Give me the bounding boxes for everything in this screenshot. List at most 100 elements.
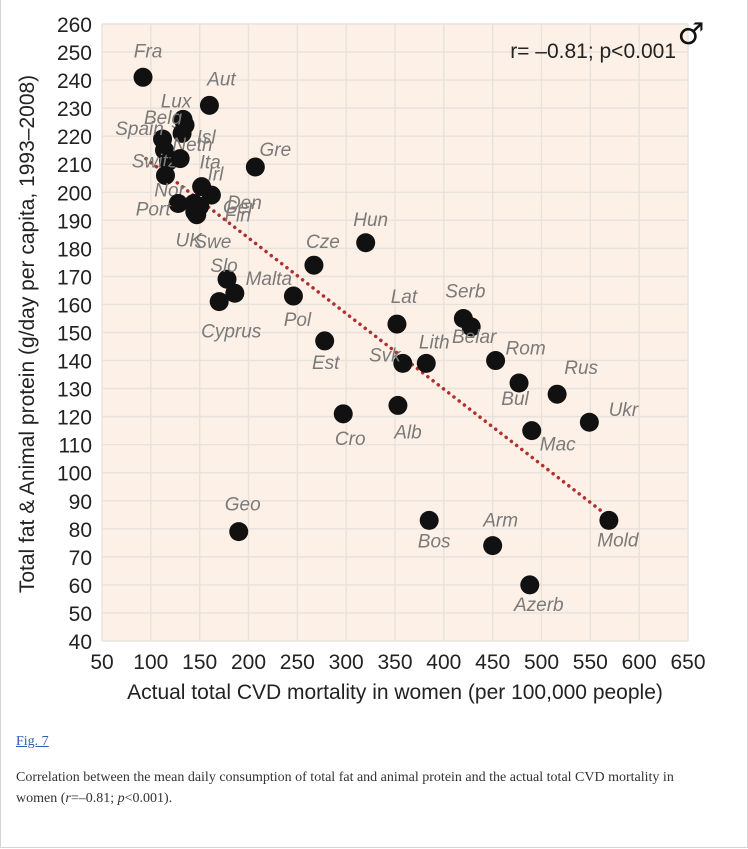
caption-text-mid: =–0.81;: [70, 791, 118, 806]
point-label: Lux: [161, 91, 193, 112]
data-point: [172, 123, 192, 143]
x-tick-label: 250: [280, 651, 315, 674]
y-tick-label: 100: [57, 463, 92, 486]
data-point: [199, 95, 219, 115]
data-point: [333, 404, 353, 424]
caption-text-end: <0.001).: [124, 791, 173, 806]
data-point: [547, 384, 567, 404]
point-label: Lith: [419, 332, 450, 353]
x-tick-label: 50: [90, 651, 113, 674]
data-point: [170, 149, 190, 169]
x-tick-label: 350: [377, 651, 412, 674]
data-point: [201, 185, 221, 205]
x-tick-label: 650: [670, 651, 705, 674]
x-tick-label: 400: [426, 651, 461, 674]
point-label: Ita: [200, 153, 221, 174]
x-tick-label: 550: [573, 651, 608, 674]
point-label: Isl: [197, 127, 217, 148]
point-label: Azerb: [513, 595, 564, 616]
y-tick-label: 210: [57, 154, 92, 177]
point-label: Ger: [223, 197, 255, 218]
y-tick-label: 230: [57, 98, 92, 121]
y-tick-label: 190: [57, 210, 92, 233]
male-symbol-icon: ♂: [678, 17, 705, 52]
point-label: Rus: [564, 358, 598, 379]
data-point: [416, 353, 436, 373]
x-tick-label: 100: [133, 651, 168, 674]
point-label: Mold: [597, 530, 640, 551]
correlation-annotation: r= –0.81; p<0.001: [510, 40, 676, 63]
data-point: [356, 233, 376, 253]
data-point: [520, 575, 540, 595]
y-tick-label: 130: [57, 379, 92, 402]
point-label: Port: [136, 199, 172, 220]
point-label: Arm: [482, 511, 518, 532]
caption-p-symbol: p: [117, 791, 125, 806]
point-label: Cyprus: [201, 322, 262, 343]
point-label: Aut: [206, 69, 236, 90]
data-point: [388, 395, 408, 415]
y-tick-label: 260: [57, 14, 92, 37]
data-point: [522, 421, 542, 441]
point-label: Irl: [208, 164, 225, 185]
y-tick-label: 40: [69, 631, 92, 654]
point-label: Lat: [391, 287, 418, 308]
point-label: Malta: [246, 269, 292, 290]
point-label: Cze: [306, 232, 340, 253]
data-point: [304, 255, 324, 275]
x-tick-label: 200: [231, 651, 266, 674]
y-tick-label: 140: [57, 351, 92, 374]
point-label: Belar: [452, 327, 497, 348]
point-label: Hun: [353, 210, 388, 231]
data-point: [225, 283, 245, 303]
y-tick-label: 170: [57, 266, 92, 289]
data-point: [486, 351, 506, 371]
y-tick-label: 110: [59, 435, 92, 458]
data-point: [283, 286, 303, 306]
data-point: [509, 373, 529, 393]
point-label: Swe: [194, 232, 231, 253]
y-tick-label: 50: [69, 603, 92, 626]
point-label: Ukr: [609, 400, 639, 421]
point-label: Slo: [210, 256, 237, 277]
data-point: [229, 522, 249, 542]
point-label: Fra: [134, 41, 163, 62]
y-tick-label: 120: [57, 407, 92, 430]
caption-text-start: Correlation between the mean daily consu…: [16, 770, 674, 806]
caption-r-symbol: r: [65, 791, 71, 806]
y-tick-label: 150: [57, 323, 92, 346]
data-point: [315, 331, 335, 351]
point-label: Belg: [144, 108, 182, 129]
data-point: [133, 67, 153, 87]
tick-labels: 4050607080901001101201301401501601701801…: [57, 14, 706, 674]
point-label: Est: [312, 353, 340, 374]
point-label: Geo: [225, 495, 261, 516]
y-tick-label: 80: [69, 519, 92, 542]
y-axis-label: Total fat & Animal protein (g/day per ca…: [16, 75, 39, 593]
point-label: Alb: [393, 422, 421, 443]
point-label: Spain: [115, 119, 164, 140]
y-tick-label: 90: [69, 491, 92, 514]
point-label: Mac: [540, 435, 576, 456]
data-point: [483, 536, 503, 556]
trendline-group: [144, 156, 612, 520]
y-tick-label: 180: [57, 238, 92, 261]
y-tick-label: 160: [57, 294, 92, 317]
x-tick-label: 300: [329, 651, 364, 674]
point-label: Cro: [335, 429, 366, 450]
point-label: UK: [176, 231, 204, 252]
point-label: Den: [227, 193, 262, 214]
data-point: [217, 269, 237, 289]
figure-link[interactable]: Fig. 7: [16, 734, 49, 749]
data-point: [155, 165, 175, 185]
trendline: [144, 156, 612, 520]
data-point: [209, 292, 229, 312]
x-tick-label: 500: [524, 651, 559, 674]
data-point: [599, 510, 619, 530]
y-tick-label: 240: [57, 70, 92, 93]
figure-caption: Correlation between the mean daily consu…: [16, 767, 716, 809]
data-point: [387, 314, 407, 334]
